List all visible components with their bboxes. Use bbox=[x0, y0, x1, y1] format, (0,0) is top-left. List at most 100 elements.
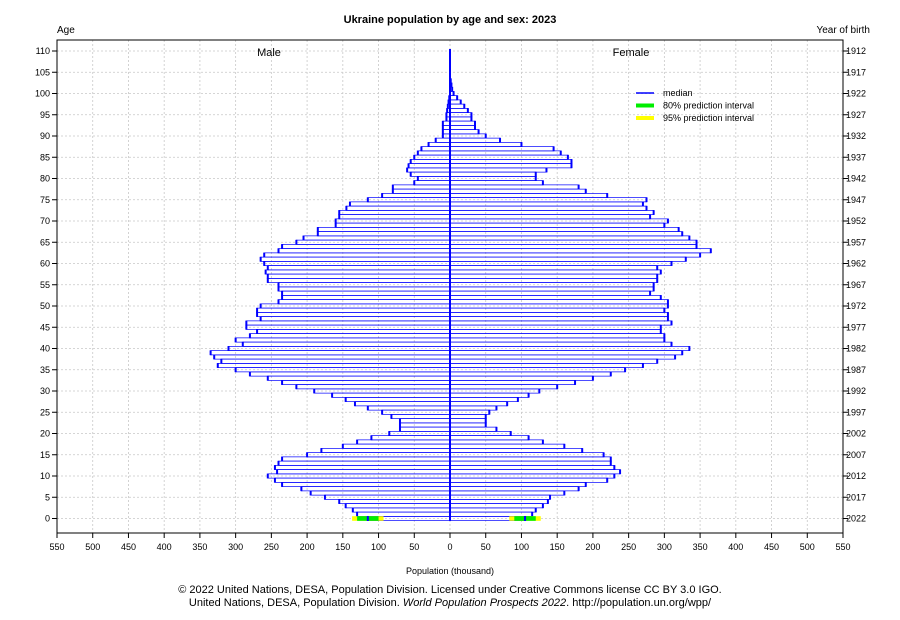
x-tick-label: 350 bbox=[192, 542, 207, 552]
chart-title: Ukraine population by age and sex: 2023 bbox=[344, 14, 557, 26]
birth-year-tick-label: 1912 bbox=[846, 46, 866, 56]
age-tick-label: 105 bbox=[35, 67, 50, 77]
female-bar bbox=[449, 299, 669, 305]
prediction-intervals bbox=[352, 516, 541, 521]
female-bar bbox=[449, 341, 672, 347]
birth-year-tick-label: 1987 bbox=[846, 365, 866, 375]
female-bar bbox=[449, 499, 549, 504]
male-bar bbox=[278, 282, 451, 288]
female-bar bbox=[449, 252, 701, 258]
x-tick-label: 450 bbox=[764, 542, 779, 552]
birth-year-tick-label: 1942 bbox=[846, 174, 866, 184]
male-bar bbox=[349, 201, 451, 207]
male-bar bbox=[324, 494, 451, 500]
female-bar bbox=[449, 180, 544, 186]
legend: median 80% prediction interval 95% predict… bbox=[636, 88, 754, 123]
age-tick-label: 10 bbox=[40, 471, 50, 481]
birth-year-tick-label: 1992 bbox=[846, 386, 866, 396]
age-tick-label: 35 bbox=[40, 365, 50, 375]
birth-year-tick-label: 1952 bbox=[846, 216, 866, 226]
female-bar bbox=[449, 265, 658, 271]
male-bar bbox=[267, 375, 451, 381]
age-tick-label: 110 bbox=[36, 46, 50, 56]
x-tick-label: 250 bbox=[264, 542, 279, 552]
female-bar bbox=[449, 490, 565, 496]
female-bar bbox=[449, 248, 712, 254]
male-bar bbox=[428, 142, 451, 147]
female-bar bbox=[449, 95, 458, 101]
birth-year-tick-label: 2017 bbox=[846, 492, 866, 502]
legend-label: 95% prediction interval bbox=[663, 113, 754, 123]
female-bar bbox=[449, 99, 462, 105]
male-bar bbox=[406, 167, 451, 173]
birth-year-tick-label: 1932 bbox=[846, 131, 866, 141]
female-bar bbox=[449, 227, 680, 232]
male-bar bbox=[303, 235, 451, 241]
male-bar bbox=[399, 426, 451, 432]
male-bar bbox=[301, 486, 451, 492]
female-bar bbox=[449, 146, 554, 152]
male-bar bbox=[338, 214, 451, 220]
male-bar bbox=[413, 154, 451, 160]
female-bar bbox=[449, 214, 651, 220]
age-tick-label: 45 bbox=[40, 322, 50, 332]
female-bar bbox=[449, 282, 654, 288]
x-tick-label: 250 bbox=[621, 542, 636, 552]
male-label: Male bbox=[257, 47, 281, 59]
female-bar bbox=[449, 397, 519, 402]
male-bar bbox=[256, 329, 451, 334]
female-bar bbox=[449, 439, 544, 445]
male-bar bbox=[260, 256, 451, 262]
x-tick-label: 100 bbox=[371, 542, 386, 552]
age-tick-label: 15 bbox=[40, 450, 50, 460]
male-bar bbox=[217, 363, 451, 368]
credits-line-2-prefix: United Nations, DESA, Population Divisio… bbox=[188, 597, 403, 609]
birth-year-tick-label: 1962 bbox=[846, 259, 866, 269]
male-bar bbox=[274, 465, 451, 470]
birth-year-tick-label: 1997 bbox=[846, 407, 866, 417]
x-tick-label: 100 bbox=[514, 542, 529, 552]
female-bar bbox=[449, 426, 497, 432]
age-tick-label: 25 bbox=[40, 407, 50, 417]
male-bar bbox=[442, 120, 451, 126]
female-bar bbox=[449, 371, 612, 377]
male-bar bbox=[321, 448, 451, 453]
x-tick-label: 50 bbox=[409, 542, 419, 552]
male-bar bbox=[246, 320, 451, 326]
x-tick-label: 550 bbox=[49, 542, 64, 552]
x-tick-label: 350 bbox=[693, 542, 708, 552]
female-bar bbox=[449, 171, 537, 177]
age-tick-label: 60 bbox=[40, 259, 50, 269]
female-bar bbox=[449, 273, 658, 279]
female-bar bbox=[449, 184, 579, 190]
female-bar bbox=[449, 290, 651, 296]
female-bar bbox=[449, 448, 583, 453]
x-tick-label: 200 bbox=[585, 542, 600, 552]
male-bar bbox=[342, 443, 451, 449]
male-bar bbox=[335, 222, 451, 228]
female-bar bbox=[449, 201, 644, 207]
male-bar bbox=[263, 252, 451, 258]
birth-year-tick-label: 1927 bbox=[846, 110, 866, 120]
female-bar bbox=[449, 486, 579, 492]
male-bar bbox=[399, 422, 451, 428]
male-bar bbox=[335, 218, 451, 224]
age-tick-label: 5 bbox=[45, 492, 50, 502]
male-bar bbox=[417, 150, 451, 156]
age-tick-label: 95 bbox=[40, 110, 50, 120]
male-bar bbox=[346, 205, 451, 211]
female-bar bbox=[449, 320, 672, 326]
female-bar bbox=[449, 354, 676, 360]
male-bar bbox=[278, 286, 451, 292]
female-bar bbox=[449, 188, 587, 194]
female-bar bbox=[449, 129, 479, 135]
male-bar bbox=[278, 299, 451, 305]
age-tick-label: 50 bbox=[40, 301, 50, 311]
female-bar bbox=[449, 507, 537, 513]
male-bar bbox=[260, 316, 451, 322]
female-bar bbox=[449, 384, 558, 390]
age-tick-label: 30 bbox=[40, 386, 50, 396]
x-tick-label: 400 bbox=[157, 542, 172, 552]
x-tick-label: 150 bbox=[550, 542, 565, 552]
male-bar bbox=[256, 312, 451, 317]
